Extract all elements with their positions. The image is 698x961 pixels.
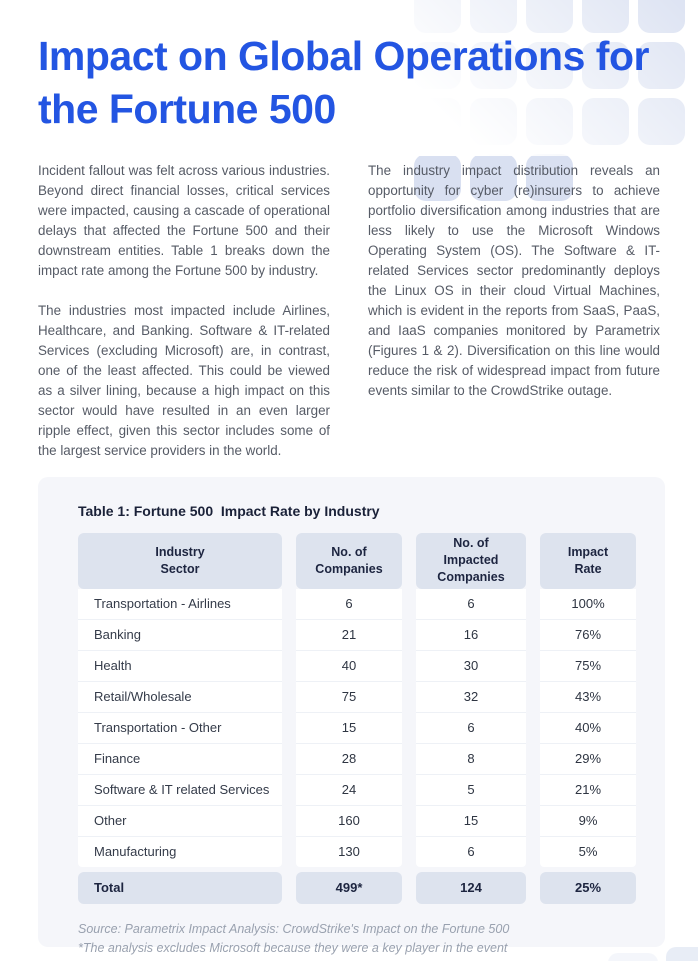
cell-impact-rate: 75% xyxy=(540,650,636,682)
decorative-tile xyxy=(470,154,517,201)
cell-impact-rate: 76% xyxy=(540,619,636,651)
table-body: Transportation - Airlines 6 6 100% Banking 21… xyxy=(78,588,665,867)
cell-impact-rate: 43% xyxy=(540,681,636,713)
intro-right-column: The industry impact distribution reveals… xyxy=(368,161,660,461)
intro-paragraph: Incident fallout was felt across various… xyxy=(38,162,330,278)
cell-no-impacted-companies: 6 xyxy=(416,712,526,744)
cell-no-impacted-companies: 6 xyxy=(416,836,526,867)
cell-industry-sector: Software & IT related Services xyxy=(78,774,282,806)
cell-impact-rate: 29% xyxy=(540,743,636,775)
intro-left-column: Incident fallout was felt across various… xyxy=(38,161,330,461)
column-header-label: No. of Impacted Companies xyxy=(437,536,505,585)
total-no-impacted-companies: 124 xyxy=(416,871,526,904)
cell-impact-rate: 5% xyxy=(540,836,636,867)
decorative-corner-tile xyxy=(608,953,658,961)
cell-no-impacted-companies: 6 xyxy=(416,588,526,620)
cell-industry-sector: Transportation - Airlines xyxy=(78,588,282,620)
cell-no-impacted-companies: 16 xyxy=(416,619,526,651)
cell-no-companies: 40 xyxy=(296,650,402,682)
column-header-no-companies: No. of Companies xyxy=(296,532,402,589)
cell-industry-sector: Health xyxy=(78,650,282,682)
total-label: Total xyxy=(78,871,282,904)
table-source-note: Source: Parametrix Impact Analysis: Crow… xyxy=(78,920,665,958)
intro-paragraph: The industries most impacted include Air… xyxy=(38,302,330,458)
total-no-companies: 499* xyxy=(296,871,402,904)
column-header-label: Impact Rate xyxy=(567,544,609,576)
cell-impact-rate: 100% xyxy=(540,588,636,620)
cell-industry-sector: Other xyxy=(78,805,282,837)
cell-no-impacted-companies: 32 xyxy=(416,681,526,713)
table-total-row: Total 499* 124 25% xyxy=(78,871,665,904)
cell-no-companies: 24 xyxy=(296,774,402,806)
page-title: Impact on Global Operations for the Fort… xyxy=(38,33,649,133)
cell-industry-sector: Banking xyxy=(78,619,282,651)
cell-industry-sector: Finance xyxy=(78,743,282,775)
cell-impact-rate: 40% xyxy=(540,712,636,744)
cell-no-impacted-companies: 8 xyxy=(416,743,526,775)
decorative-corner-tile xyxy=(666,947,698,961)
column-header-industry-sector: Industry Sector xyxy=(78,532,282,589)
decorative-tile xyxy=(414,154,461,201)
cell-impact-rate: 9% xyxy=(540,805,636,837)
intro-paragraph: The industry impact distribution reveals… xyxy=(368,162,660,398)
cell-no-companies: 6 xyxy=(296,588,402,620)
total-impact-rate: 25% xyxy=(540,871,636,904)
cell-no-companies: 160 xyxy=(296,805,402,837)
decorative-tile xyxy=(526,154,573,201)
cell-no-companies: 21 xyxy=(296,619,402,651)
column-header-label: Industry Sector xyxy=(155,544,205,576)
footnote-line: *The analysis excludes Microsoft because… xyxy=(78,940,508,955)
cell-industry-sector: Manufacturing xyxy=(78,836,282,867)
cell-impact-rate: 21% xyxy=(540,774,636,806)
cell-no-companies: 28 xyxy=(296,743,402,775)
decorative-grid-fade xyxy=(414,0,698,156)
cell-no-impacted-companies: 15 xyxy=(416,805,526,837)
cell-no-impacted-companies: 30 xyxy=(416,650,526,682)
column-header-label: No. of Companies xyxy=(315,544,383,576)
column-header-no-impacted-companies: No. of Impacted Companies xyxy=(416,532,526,589)
cell-industry-sector: Transportation - Other xyxy=(78,712,282,744)
cell-no-companies: 15 xyxy=(296,712,402,744)
source-line: Source: Parametrix Impact Analysis: Crow… xyxy=(78,921,510,936)
cell-no-impacted-companies: 5 xyxy=(416,774,526,806)
table-header-row: Industry Sector No. of Companies No. of … xyxy=(78,532,665,589)
cell-industry-sector: Retail/Wholesale xyxy=(78,681,282,713)
cell-no-companies: 130 xyxy=(296,836,402,867)
table-card: Table 1: Fortune 500 Impact Rate by Indu… xyxy=(38,476,665,955)
intro-columns: Incident fallout was felt across various… xyxy=(38,161,660,461)
column-header-impact-rate: Impact Rate xyxy=(540,532,636,589)
table-caption: Table 1: Fortune 500 Impact Rate by Indu… xyxy=(78,502,380,519)
cell-no-companies: 75 xyxy=(296,681,402,713)
